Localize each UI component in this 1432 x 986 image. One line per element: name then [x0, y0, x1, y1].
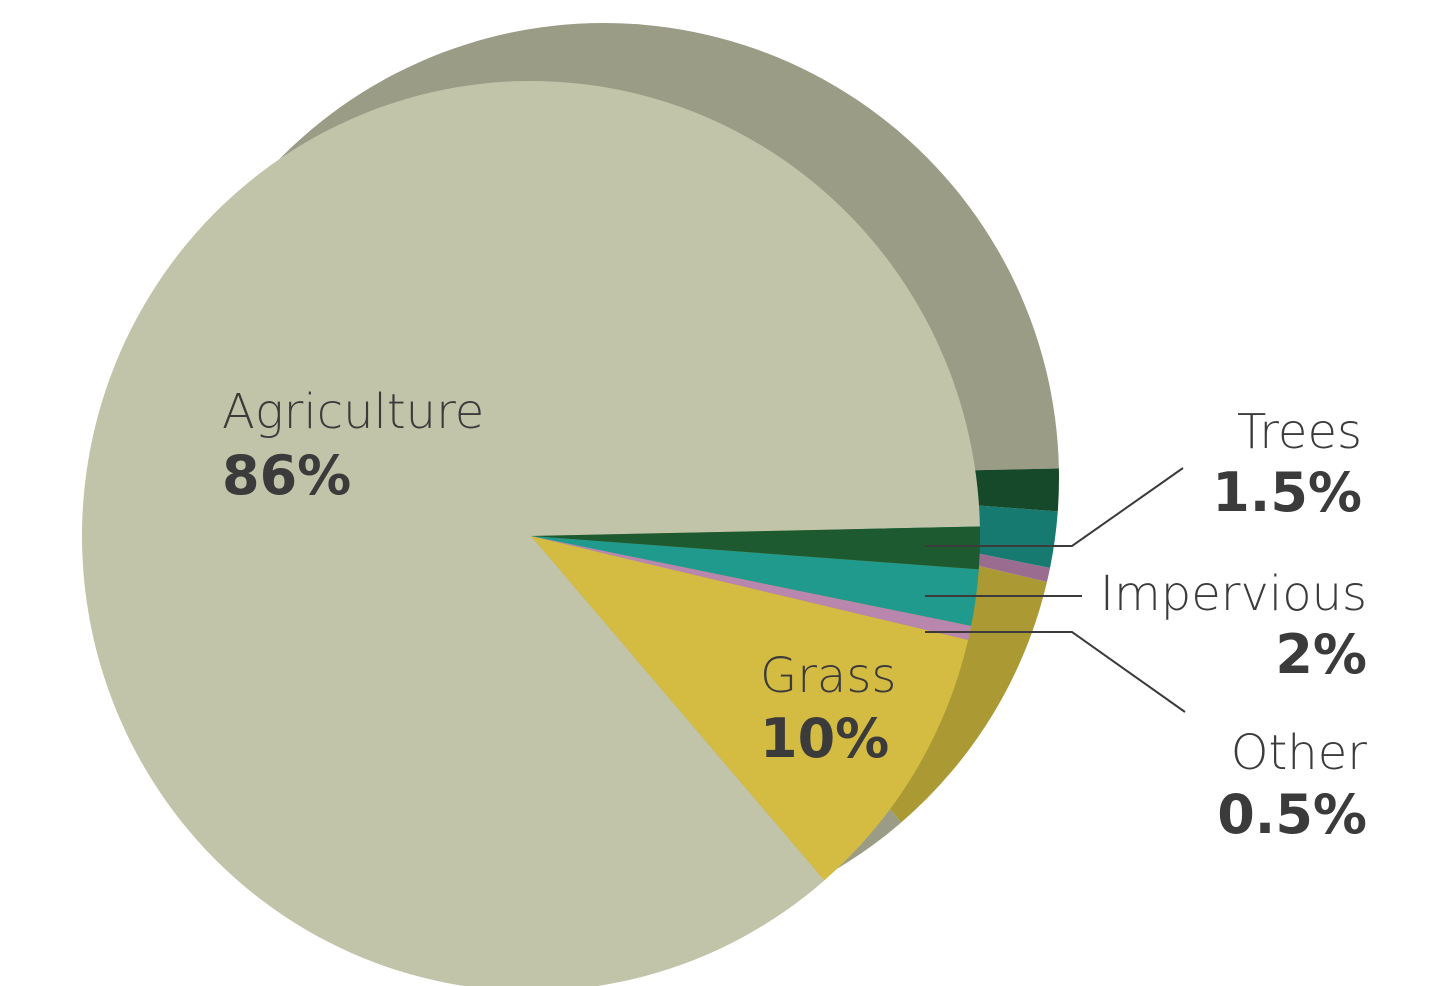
trees-leader-line — [925, 467, 1184, 547]
other-leader-line — [925, 631, 1186, 713]
grass-value: 10% — [760, 707, 889, 770]
pie-face-layer — [82, 81, 980, 986]
slice-labels: Agriculture 86% Grass 10% Trees 1.5% Imp… — [222, 384, 1367, 846]
other-label: Other — [1231, 725, 1368, 781]
other-slice — [531, 536, 972, 640]
trees-slice — [531, 526, 980, 570]
impervious-label: Impervious — [1100, 566, 1367, 622]
leader-lines — [925, 467, 1186, 713]
other-value: 0.5% — [1217, 783, 1367, 846]
grass-label: Grass — [760, 648, 896, 704]
grass-slice — [531, 536, 969, 881]
trees-label: Trees — [1237, 404, 1362, 460]
agriculture-label: Agriculture — [222, 384, 484, 440]
trees-value: 1.5% — [1212, 461, 1362, 524]
impervious-slice — [531, 536, 979, 626]
agriculture-value: 86% — [222, 444, 351, 507]
impervious-value: 2% — [1275, 623, 1367, 686]
agriculture-slice — [82, 81, 980, 986]
